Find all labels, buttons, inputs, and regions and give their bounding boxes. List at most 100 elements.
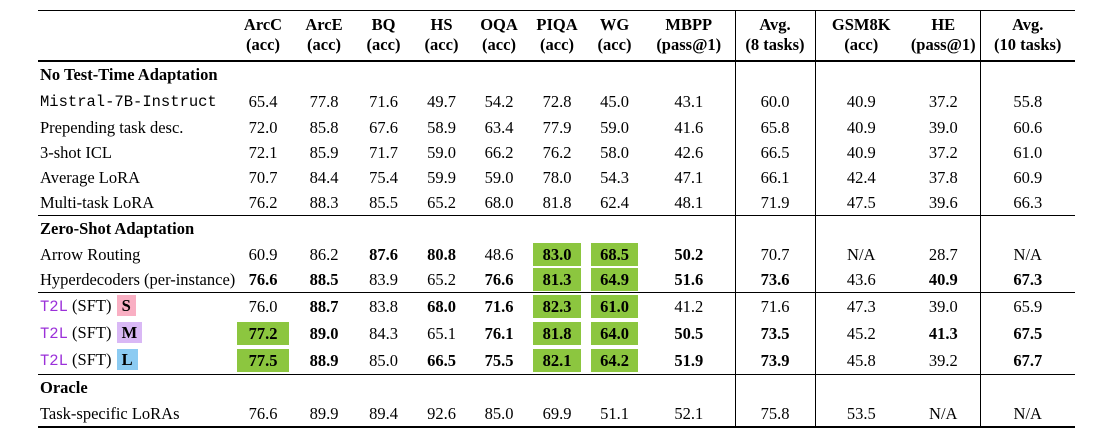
value: 48.6: [484, 245, 514, 264]
metric-cell: 41.3: [907, 320, 980, 347]
metric-cell: 53.5: [814, 401, 907, 427]
value: 85.0: [369, 351, 398, 370]
metric-cell: 45.2: [814, 320, 907, 347]
value: 60.0: [760, 92, 790, 111]
value: 66.5: [760, 143, 790, 162]
section-title: Oracle: [38, 374, 735, 401]
metric-cell: 89.4: [354, 401, 413, 427]
row-multi-task-lora: Multi-task LoRA 76.2 88.3 85.5 65.2 68.0 81.8 6…: [38, 190, 1075, 216]
size-badge-m: M: [116, 322, 143, 343]
metric-cell: N/A: [814, 242, 907, 267]
metric-cell: 65.4: [232, 88, 294, 115]
value: 77.8: [309, 92, 339, 111]
row-label: Hyperdecoders (per-instance): [38, 267, 235, 293]
value: 67.3: [1013, 270, 1043, 289]
metric-cell: 67.3: [979, 267, 1075, 293]
metric-cell: 85.8: [294, 115, 354, 140]
value: 60.9: [1013, 168, 1043, 187]
column-sub-label: (acc): [424, 35, 459, 54]
metric-cell: 71.6: [470, 292, 528, 320]
value: 84.4: [309, 168, 339, 187]
metric-cell: 39.6: [907, 190, 980, 216]
value: 45.8: [846, 351, 876, 370]
value: 76.6: [248, 270, 278, 289]
metric-cell: 45.8: [814, 347, 907, 375]
value: 75.5: [484, 351, 514, 370]
row-label-text: Prepending task desc.: [40, 118, 184, 137]
value: 68.0: [427, 297, 456, 316]
column-header-he-pass-1: HE (pass@1): [907, 10, 980, 62]
metric-cell: 76.6: [232, 267, 294, 293]
highlighted-value: 68.5: [591, 243, 638, 266]
column-label: BQ: [371, 15, 396, 34]
column-label: OQA: [480, 15, 518, 34]
value: 54.2: [484, 92, 514, 111]
metric-cell: 59.0: [413, 140, 470, 165]
metric-cell: 71.6: [734, 292, 815, 320]
section-title: No Test-Time Adaptation: [38, 61, 735, 88]
section-empty-cell: [814, 215, 907, 242]
metric-cell: 64.9: [586, 267, 643, 293]
metric-cell: 75.8: [734, 401, 815, 427]
section-empty-cell: [907, 374, 980, 401]
value: 41.6: [674, 118, 704, 137]
column-header-arcc-acc: ArcC (acc): [232, 10, 294, 62]
column-label: HS: [430, 15, 453, 34]
column-label: GSM8K: [831, 15, 891, 34]
value: 86.2: [309, 245, 339, 264]
value: 71.6: [484, 297, 514, 316]
highlighted-value: 81.8: [533, 322, 581, 345]
value: 67.7: [1013, 351, 1043, 370]
value: N/A: [1013, 404, 1042, 423]
row-t2l-sft-m: T2L (SFT) M 77.2 89.0 84.3 65.1 76.1 81.8 64.0 5…: [38, 320, 1075, 347]
row-t2l-sft-l: T2L (SFT) L 77.5 88.9 85.0 66.5 75.5 82.1 64.2 5…: [38, 347, 1075, 375]
metric-cell: 85.0: [470, 401, 528, 427]
column-sub-label: (acc): [597, 35, 632, 54]
highlighted-value: 77.5: [237, 349, 289, 372]
value: 73.6: [760, 270, 790, 289]
metric-cell: 40.9: [814, 88, 907, 115]
value: 37.2: [928, 143, 958, 162]
value: 54.3: [600, 168, 629, 187]
metric-cell: 59.0: [470, 165, 528, 190]
value: 55.8: [1013, 92, 1043, 111]
metric-cell: 67.7: [979, 347, 1075, 375]
value: 37.2: [928, 92, 958, 111]
header-row: ArcC (acc) ArcE (acc) BQ (acc) HS (acc) OQA (acc)…: [38, 10, 1075, 62]
value: 89.4: [369, 404, 398, 423]
value: 65.8: [760, 118, 790, 137]
metric-cell: 71.7: [354, 140, 413, 165]
value: 41.3: [928, 324, 958, 343]
value: 92.6: [427, 404, 456, 423]
column-header-mbpp-pass-1: MBPP (pass@1): [643, 10, 735, 62]
value: 71.6: [760, 297, 790, 316]
metric-cell: 50.5: [643, 320, 735, 347]
row-task-specific-loras: Task-specific LoRAs 76.6 89.9 89.4 92.6 85.0 6…: [38, 401, 1075, 427]
metric-cell: N/A: [979, 242, 1075, 267]
highlighted-value: 61.0: [591, 295, 638, 318]
column-header-bq-acc: BQ (acc): [354, 10, 413, 62]
value: 40.9: [846, 92, 876, 111]
value: 43.6: [846, 270, 876, 289]
metric-cell: 75.5: [470, 347, 528, 375]
table-body: No Test-Time Adaptation Mistral-7B-Instru…: [38, 61, 1075, 427]
row-prepending-task-desc: Prepending task desc. 72.0 85.8 67.6 58.9 63.…: [38, 115, 1075, 140]
value: 39.0: [928, 118, 958, 137]
metric-cell: 60.0: [734, 88, 815, 115]
metric-cell: 84.4: [294, 165, 354, 190]
metric-cell: 71.6: [354, 88, 413, 115]
column-header-wg-acc: WG (acc): [586, 10, 643, 62]
value: 75.4: [369, 168, 398, 187]
highlighted-value: 64.2: [591, 349, 638, 372]
row-label: T2L (SFT) M: [38, 320, 232, 347]
value: 65.4: [248, 92, 278, 111]
metric-cell: 84.3: [354, 320, 413, 347]
row-label: Prepending task desc.: [38, 115, 232, 140]
value: 59.0: [484, 168, 514, 187]
metric-cell: 88.3: [294, 190, 354, 216]
section-title-text: Zero-Shot Adaptation: [40, 219, 195, 238]
value: 48.1: [674, 193, 704, 212]
value: 84.3: [369, 324, 398, 343]
value: 39.6: [928, 193, 958, 212]
metric-cell: 65.1: [413, 320, 470, 347]
